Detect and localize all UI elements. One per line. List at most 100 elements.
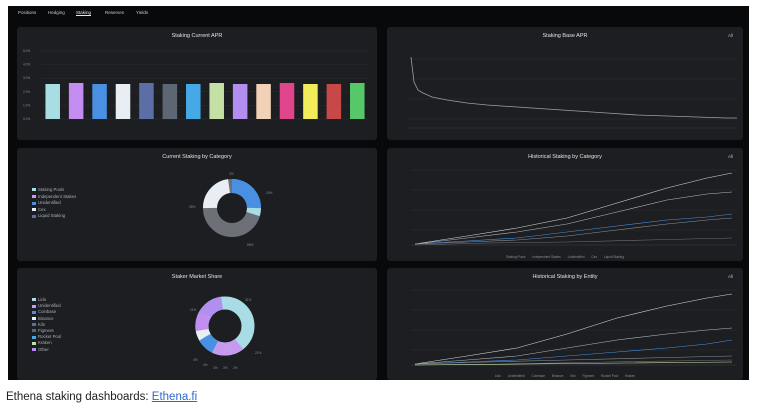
staking-base-apr-panel: Staking Base APR All (387, 27, 743, 140)
legend-item[interactable]: Cex (32, 207, 76, 214)
series-line (414, 172, 733, 245)
legend-item[interactable]: Lido (494, 374, 501, 378)
series-line (414, 293, 733, 365)
legend-item[interactable]: Unidentified (32, 303, 61, 309)
historical-staking-by-category-panel: Historical Staking by Category All Staki… (387, 148, 743, 261)
donut-slice-unidentified (231, 179, 261, 209)
y-tick-label: 4.0% (23, 63, 30, 67)
legend-item[interactable]: Coinbase (531, 374, 545, 378)
legend-item[interactable]: Staking Pools (32, 187, 76, 194)
series-line (414, 361, 733, 366)
y-tick-label: 0.0% (23, 117, 30, 121)
legend-item[interactable]: Rocket Pool (32, 334, 61, 340)
legend-item[interactable]: Binance (551, 374, 564, 378)
apr-bar (279, 83, 295, 119)
legend-item[interactable]: Coinbase (32, 309, 61, 315)
legend-item[interactable]: Cex (591, 255, 598, 259)
series-line (414, 191, 733, 245)
apr-bar (186, 84, 201, 119)
historical-category-line-chart (411, 169, 737, 246)
legend-item[interactable]: Independent Stakes (532, 255, 561, 259)
slice-label: 4% (193, 358, 198, 362)
slice-label: 3% (229, 172, 234, 176)
slice-label: 3% (223, 366, 228, 370)
apr-bar-chart: 5.0% 4.0% 3.0% 2.0% 1.0% 0.0% (23, 49, 369, 121)
staker-market-share-panel: Staker Market Share Lido Unidentified Co… (17, 268, 377, 380)
series-line (414, 327, 733, 365)
legend-item[interactable]: Kiln (32, 322, 61, 328)
category-donut-chart: 3% 15% 28% 55% (189, 172, 273, 247)
legend-item[interactable]: Independent Stakes (32, 194, 76, 201)
apr-bar (232, 84, 248, 119)
historical-staking-by-entity-panel: Historical Staking by Entity All Lido Un… (387, 268, 743, 380)
legend-item[interactable]: Binance (32, 316, 61, 322)
chart-legend: Staking Pools Independent Stakes Unident… (387, 255, 743, 259)
legend-item[interactable]: Lido (32, 297, 61, 303)
tab-staking[interactable]: Staking (76, 10, 92, 15)
legend-swatch (32, 188, 36, 192)
slice-label: 31% (245, 298, 252, 302)
legend-item[interactable]: Unidentified (32, 200, 76, 207)
market-share-donut-chart: 31% 21% 11% 4% 4% 3% 3% 2% (190, 296, 262, 370)
series-line (414, 339, 733, 365)
slice-label: 11% (190, 308, 196, 312)
tab-positions[interactable]: Positions (18, 10, 37, 15)
donut-slice-kraken (199, 296, 224, 319)
legend-item[interactable]: Kraken (32, 340, 61, 346)
base-apr-line (410, 56, 737, 119)
donut-slice-cex (202, 179, 231, 209)
image-caption: Ethena staking dashboards: Ethena.fi (6, 391, 197, 403)
legend-item[interactable]: Unidentified (567, 255, 585, 259)
panel-title: Historical Staking by Category (528, 154, 602, 160)
apr-bar (303, 84, 318, 119)
legend-item[interactable]: Other (32, 347, 61, 353)
slice-label: 3% (213, 366, 218, 370)
donut-slice-unidentified (212, 338, 244, 356)
panel-title: Current Staking by Category (162, 154, 232, 160)
slice-label: 28% (189, 205, 196, 209)
tab-yields[interactable]: Yields (136, 10, 149, 15)
apr-bar (68, 83, 84, 119)
legend-item[interactable]: Kraken (625, 374, 636, 378)
slice-label: 21% (255, 351, 262, 355)
base-apr-line-chart (409, 56, 737, 129)
range-dropdown[interactable]: All (727, 274, 733, 279)
caption-text: Ethena staking dashboards: (6, 391, 152, 403)
panel-title: Staking Current APR (171, 33, 223, 39)
donut-slice-binance (195, 328, 211, 341)
historical-entity-line-chart (411, 289, 737, 366)
range-dropdown[interactable]: All (727, 33, 733, 38)
legend-item[interactable]: Figment (32, 328, 61, 334)
chart-legend: Lido Unidentified Coinbase Binance Kiln … (387, 374, 743, 378)
donut-slice-other (195, 311, 211, 331)
category-legend: Staking Pools Independent Stakes Unident… (32, 187, 76, 220)
current-staking-by-category-panel: Current Staking by Category Staking Pool… (17, 148, 377, 261)
y-tick-label: 1.0% (23, 103, 30, 107)
tab-hedging[interactable]: Hedging (48, 10, 65, 15)
tab-reserves[interactable]: Reserves (105, 10, 125, 15)
legend-item[interactable]: Kiln (570, 374, 576, 378)
apr-bar (350, 83, 365, 119)
apr-bar (209, 83, 224, 119)
panel-title: Staking Base APR (542, 33, 588, 39)
range-dropdown[interactable]: All (727, 154, 733, 159)
y-tick-label: 5.0% (23, 49, 30, 53)
legend-item[interactable]: Staking Pools (506, 255, 526, 259)
legend-item[interactable]: Rocket Pool (600, 374, 619, 378)
staking-current-apr-panel: Staking Current APR 5.0% 4.0% 3.0% 2.0% 1.0%… (17, 27, 377, 140)
y-tick-label: 3.0% (23, 76, 30, 80)
dashboard-screenshot: Positions Hedging Staking Reserves Yield… (8, 6, 749, 380)
slice-label: 55% (247, 243, 254, 247)
legend-item[interactable]: Unidentified (507, 374, 525, 378)
apr-bar (115, 84, 131, 119)
apr-bar (256, 84, 271, 119)
series-line (414, 355, 733, 365)
caption-link[interactable]: Ethena.fi (151, 391, 198, 403)
legend-item[interactable]: Figment (582, 374, 595, 378)
legend-item[interactable]: Liquid Staking (32, 213, 76, 220)
donut-slice-staking-pools (246, 207, 261, 217)
slice-label: 4% (203, 363, 208, 367)
legend-item[interactable]: Liquid Staking (603, 255, 624, 259)
slice-label: 15% (266, 191, 273, 195)
apr-bar (45, 84, 60, 119)
